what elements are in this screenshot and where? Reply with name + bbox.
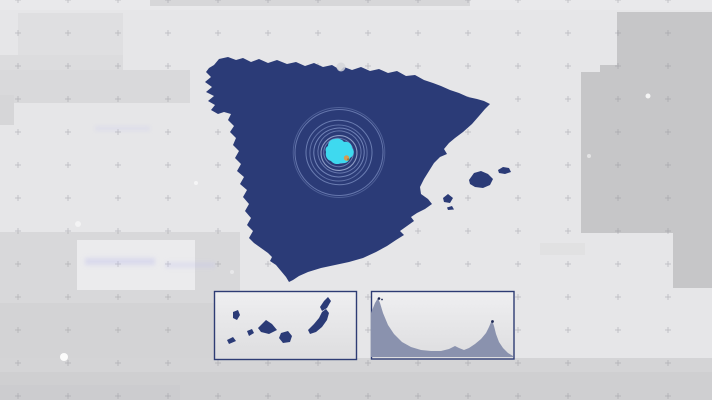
island xyxy=(469,171,493,188)
bokeh-dot xyxy=(645,93,651,99)
ripple-rings xyxy=(292,107,386,198)
bokeh-dot xyxy=(230,270,234,274)
island xyxy=(258,320,277,334)
island xyxy=(247,329,254,336)
island xyxy=(227,337,236,344)
terrain-speck xyxy=(491,320,494,323)
bokeh-dot xyxy=(587,154,591,158)
terrain-speck xyxy=(381,298,383,301)
island xyxy=(498,167,511,174)
ripple-ring xyxy=(305,119,373,186)
ripple-ring xyxy=(313,127,365,178)
island xyxy=(279,331,292,343)
inset-box xyxy=(213,290,358,361)
island xyxy=(233,310,240,320)
balearic-islands xyxy=(443,167,511,210)
ripple-ring xyxy=(317,130,362,174)
terrain-speck xyxy=(377,297,381,300)
bokeh-dots xyxy=(60,93,651,361)
bokeh-dot xyxy=(75,221,81,227)
terrain-silhouette xyxy=(371,298,513,357)
spain-map xyxy=(205,57,511,282)
smudge xyxy=(165,262,215,268)
terrain-silhouette-inset xyxy=(370,290,515,360)
island xyxy=(308,309,329,334)
spain-mainland xyxy=(205,57,490,282)
ripple-ring xyxy=(309,124,368,182)
location-marker-shadow xyxy=(347,158,350,161)
bokeh-dot xyxy=(194,181,198,185)
smudge xyxy=(85,258,155,265)
island xyxy=(443,194,453,203)
lavender-smudges xyxy=(85,126,215,268)
ripple-ring xyxy=(320,135,358,171)
island xyxy=(320,297,331,311)
bokeh-dot xyxy=(60,353,68,361)
ripple-ring xyxy=(294,108,384,197)
coast-highlight-dot xyxy=(336,62,346,72)
canary-islands xyxy=(227,297,331,344)
ripple-ring xyxy=(292,107,386,198)
island xyxy=(447,206,454,210)
smudge xyxy=(95,126,150,131)
canary-islands-inset xyxy=(213,290,358,361)
